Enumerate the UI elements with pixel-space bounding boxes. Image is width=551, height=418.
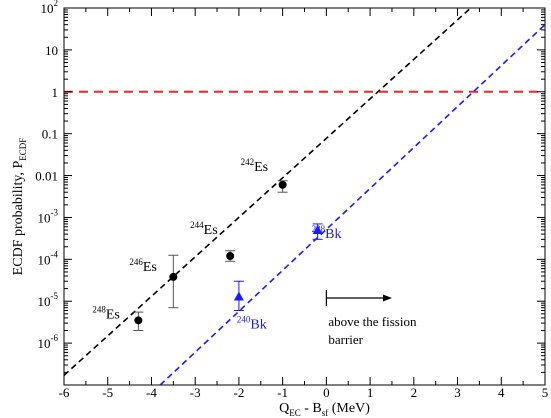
point-label-238Bk: 238Bk (312, 224, 342, 242)
data-point-240Bk (233, 291, 244, 301)
point-label-242Es: 242Es (241, 157, 268, 175)
fit-line-0 (64, 8, 472, 376)
x-tick-label: -1 (277, 385, 288, 400)
annotation-text-line1: above the fission (328, 314, 417, 329)
x-tick-label: -2 (233, 385, 244, 400)
plot-frame (63, 7, 546, 386)
y-tick-label: 10-5 (38, 291, 59, 309)
data-points (133, 180, 323, 332)
point-label-240Bk: 240Bk (237, 314, 267, 332)
x-tick-label: -4 (146, 385, 157, 400)
point-label-246Es: 246Es (129, 257, 157, 275)
y-tick-label: 0.01 (35, 169, 58, 184)
x-tick-label: -6 (59, 385, 70, 400)
data-point-244Es (226, 252, 235, 261)
point-label-244Es: 244Es (190, 220, 218, 238)
x-tick-label: -3 (190, 385, 201, 400)
x-tick-label: 2 (411, 385, 418, 400)
y-axis-label: ECDF probability, PECDF (11, 138, 28, 276)
x-tick-label: 4 (498, 385, 505, 400)
data-point-248Es (134, 316, 143, 325)
y-tick-label: 10 (45, 43, 58, 58)
y-tick-label: 0.1 (42, 127, 58, 142)
x-tick-label: 0 (323, 385, 330, 400)
x-axis-label: QEC - Bsf (MeV) (279, 401, 370, 418)
y-tick-label: 10-4 (38, 249, 59, 267)
y-tick-label: 10-3 (38, 207, 59, 225)
point-labels: 248Es 246Es 244Es 242Es 240Bk 238Bk (92, 157, 341, 333)
fit-line-1 (159, 24, 545, 385)
x-tick-label: 1 (367, 385, 374, 400)
x-tick-label: 3 (454, 385, 461, 400)
annotation-text-line2: barrier (328, 332, 363, 347)
plot-border (63, 7, 546, 386)
fission-barrier-annotation: above the fission barrier (325, 290, 417, 347)
data-point-238Bk (312, 225, 323, 235)
x-tick-label: -5 (102, 385, 113, 400)
axis-ticks: -6 -5 -4 -3 -2 -1 0 1 2 3 4 5 102 10 1 0.1 0.01 10-3 10-4 1… (35, 0, 548, 400)
data-point-246Es (169, 272, 178, 281)
x-tick-label: 5 (542, 385, 549, 400)
y-tick-label: 10-6 (38, 333, 59, 351)
y-tick-label: 1 (52, 85, 59, 100)
y-tick-label: 102 (41, 0, 59, 16)
annotation-arrow-head (382, 294, 392, 302)
point-label-248Es: 248Es (92, 304, 120, 322)
axis-labels: QEC - Bsf (MeV) ECDF probability, PECDF (11, 138, 370, 418)
fit-lines (64, 8, 545, 385)
data-point-242Es (278, 180, 287, 189)
